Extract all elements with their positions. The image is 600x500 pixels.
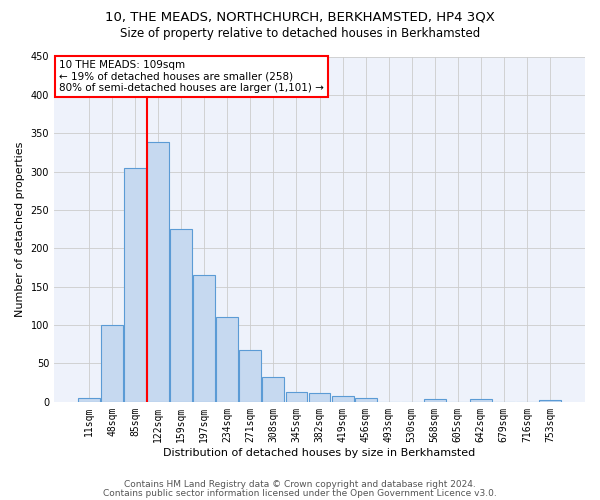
Text: Size of property relative to detached houses in Berkhamsted: Size of property relative to detached ho… xyxy=(120,28,480,40)
Bar xyxy=(147,142,169,402)
Bar xyxy=(78,398,100,402)
Y-axis label: Number of detached properties: Number of detached properties xyxy=(15,142,25,317)
Text: 10, THE MEADS, NORTHCHURCH, BERKHAMSTED, HP4 3QX: 10, THE MEADS, NORTHCHURCH, BERKHAMSTED,… xyxy=(105,10,495,23)
Bar xyxy=(355,398,377,402)
Bar xyxy=(332,396,353,402)
Bar xyxy=(470,399,492,402)
Text: Contains HM Land Registry data © Crown copyright and database right 2024.: Contains HM Land Registry data © Crown c… xyxy=(124,480,476,489)
Bar xyxy=(217,318,238,402)
Bar xyxy=(308,392,331,402)
Bar xyxy=(424,399,446,402)
X-axis label: Distribution of detached houses by size in Berkhamsted: Distribution of detached houses by size … xyxy=(163,448,476,458)
Bar xyxy=(124,168,146,402)
Bar xyxy=(193,275,215,402)
Text: Contains public sector information licensed under the Open Government Licence v3: Contains public sector information licen… xyxy=(103,488,497,498)
Bar xyxy=(286,392,307,402)
Bar xyxy=(170,229,192,402)
Text: 10 THE MEADS: 109sqm
← 19% of detached houses are smaller (258)
80% of semi-deta: 10 THE MEADS: 109sqm ← 19% of detached h… xyxy=(59,60,324,93)
Bar xyxy=(101,325,123,402)
Bar xyxy=(539,400,561,402)
Bar xyxy=(239,350,262,402)
Bar xyxy=(262,376,284,402)
